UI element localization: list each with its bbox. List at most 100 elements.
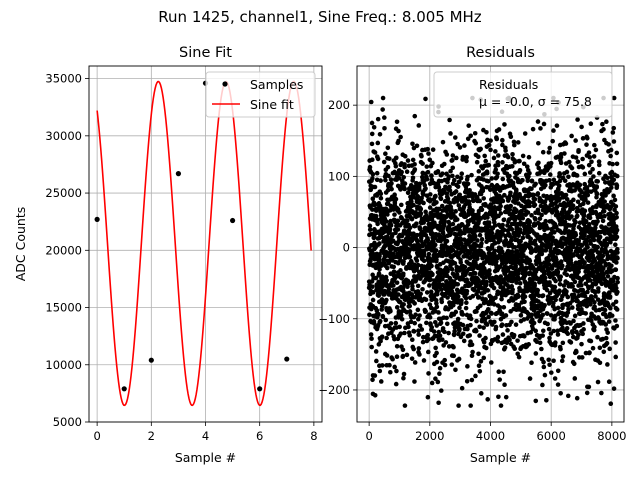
residual-point <box>421 220 426 225</box>
residual-point <box>614 183 620 189</box>
residual-point <box>606 319 612 324</box>
residual-point <box>601 266 606 272</box>
residual-point <box>558 259 564 264</box>
residual-point <box>611 386 617 391</box>
residual-point <box>370 207 375 212</box>
residual-point <box>502 192 507 198</box>
residual-point <box>582 260 587 265</box>
residual-point <box>565 310 571 315</box>
residual-point <box>573 219 578 225</box>
residual-point <box>521 161 527 167</box>
residual-point <box>597 345 603 351</box>
residual-point <box>593 225 598 231</box>
residual-point <box>571 361 577 367</box>
residual-point <box>527 220 533 225</box>
residual-point <box>437 333 443 339</box>
residual-point <box>601 349 607 355</box>
residual-point <box>442 362 448 368</box>
residual-point <box>453 189 459 194</box>
residual-point <box>566 159 572 165</box>
residual-point <box>400 347 406 353</box>
residual-point <box>544 194 550 199</box>
residual-point <box>433 376 438 381</box>
residual-point <box>507 337 512 343</box>
residual-point <box>519 211 525 217</box>
residual-point <box>414 221 419 226</box>
residual-point <box>539 251 545 257</box>
sine-fit-xtick-label: 2 <box>148 429 155 443</box>
residual-point <box>388 218 393 224</box>
residual-point <box>604 241 610 247</box>
residual-point <box>610 302 616 307</box>
residual-point <box>429 263 434 269</box>
residual-point <box>374 177 380 183</box>
residual-point <box>440 337 445 342</box>
residual-point <box>380 95 386 101</box>
residual-point <box>398 312 404 318</box>
residual-point <box>536 165 542 171</box>
residual-point <box>372 150 378 155</box>
sine-fit-legend-box <box>205 71 316 118</box>
residual-point <box>396 292 401 297</box>
residual-point <box>585 189 591 194</box>
residual-point <box>486 220 492 225</box>
residual-point <box>384 265 390 271</box>
residual-point <box>590 205 596 210</box>
residual-point <box>501 369 506 375</box>
residual-point <box>489 311 494 316</box>
residual-point <box>613 299 619 305</box>
residual-point <box>493 295 498 301</box>
residual-point <box>411 329 417 334</box>
residual-point <box>375 116 381 122</box>
sine-fit-grid <box>89 66 322 423</box>
residual-point <box>606 379 612 385</box>
residual-point <box>615 275 620 281</box>
residual-point <box>564 169 570 175</box>
residual-point <box>565 294 571 300</box>
residual-point <box>609 169 615 175</box>
residual-point <box>400 353 406 359</box>
residual-point <box>451 332 457 338</box>
residual-point <box>587 221 592 227</box>
residual-point <box>575 159 581 164</box>
residual-point <box>481 196 487 201</box>
residual-point <box>465 136 471 142</box>
residual-point <box>415 262 421 268</box>
residual-point <box>394 155 399 161</box>
residual-point <box>589 159 594 165</box>
residual-point <box>488 360 494 365</box>
sine-fit-ytick-label: 25000 <box>45 186 82 200</box>
residual-point <box>484 170 490 176</box>
sine-fit-title: Sine Fit <box>179 45 232 61</box>
residual-point <box>603 180 608 185</box>
residual-point <box>396 175 402 181</box>
residual-point <box>613 267 619 273</box>
residuals-xtick-label: 4000 <box>476 429 505 443</box>
residual-point <box>399 169 404 175</box>
residual-point <box>464 288 470 294</box>
residual-point <box>533 328 539 334</box>
residual-point <box>548 313 554 318</box>
residual-point <box>477 369 483 374</box>
residual-point <box>444 152 450 157</box>
residual-point <box>396 128 401 134</box>
residual-point <box>587 350 592 355</box>
residual-point <box>444 321 450 327</box>
residual-point <box>401 259 406 264</box>
residual-point <box>595 219 600 224</box>
residual-point <box>421 253 427 258</box>
residual-point <box>583 219 589 224</box>
residual-point <box>391 264 397 270</box>
residual-point <box>409 356 415 361</box>
residual-point <box>532 217 538 222</box>
residual-point <box>434 359 440 365</box>
residual-point <box>412 360 418 365</box>
residual-point <box>542 275 548 281</box>
residual-point <box>412 301 417 306</box>
residual-point <box>407 309 413 314</box>
residual-point <box>450 165 456 171</box>
residual-point <box>390 356 395 362</box>
residual-point <box>423 186 428 191</box>
residual-point <box>592 142 597 148</box>
